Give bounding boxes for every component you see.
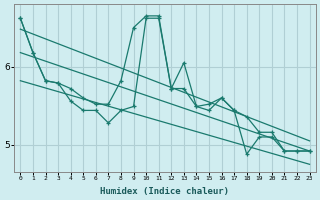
X-axis label: Humidex (Indice chaleur): Humidex (Indice chaleur) xyxy=(100,187,229,196)
